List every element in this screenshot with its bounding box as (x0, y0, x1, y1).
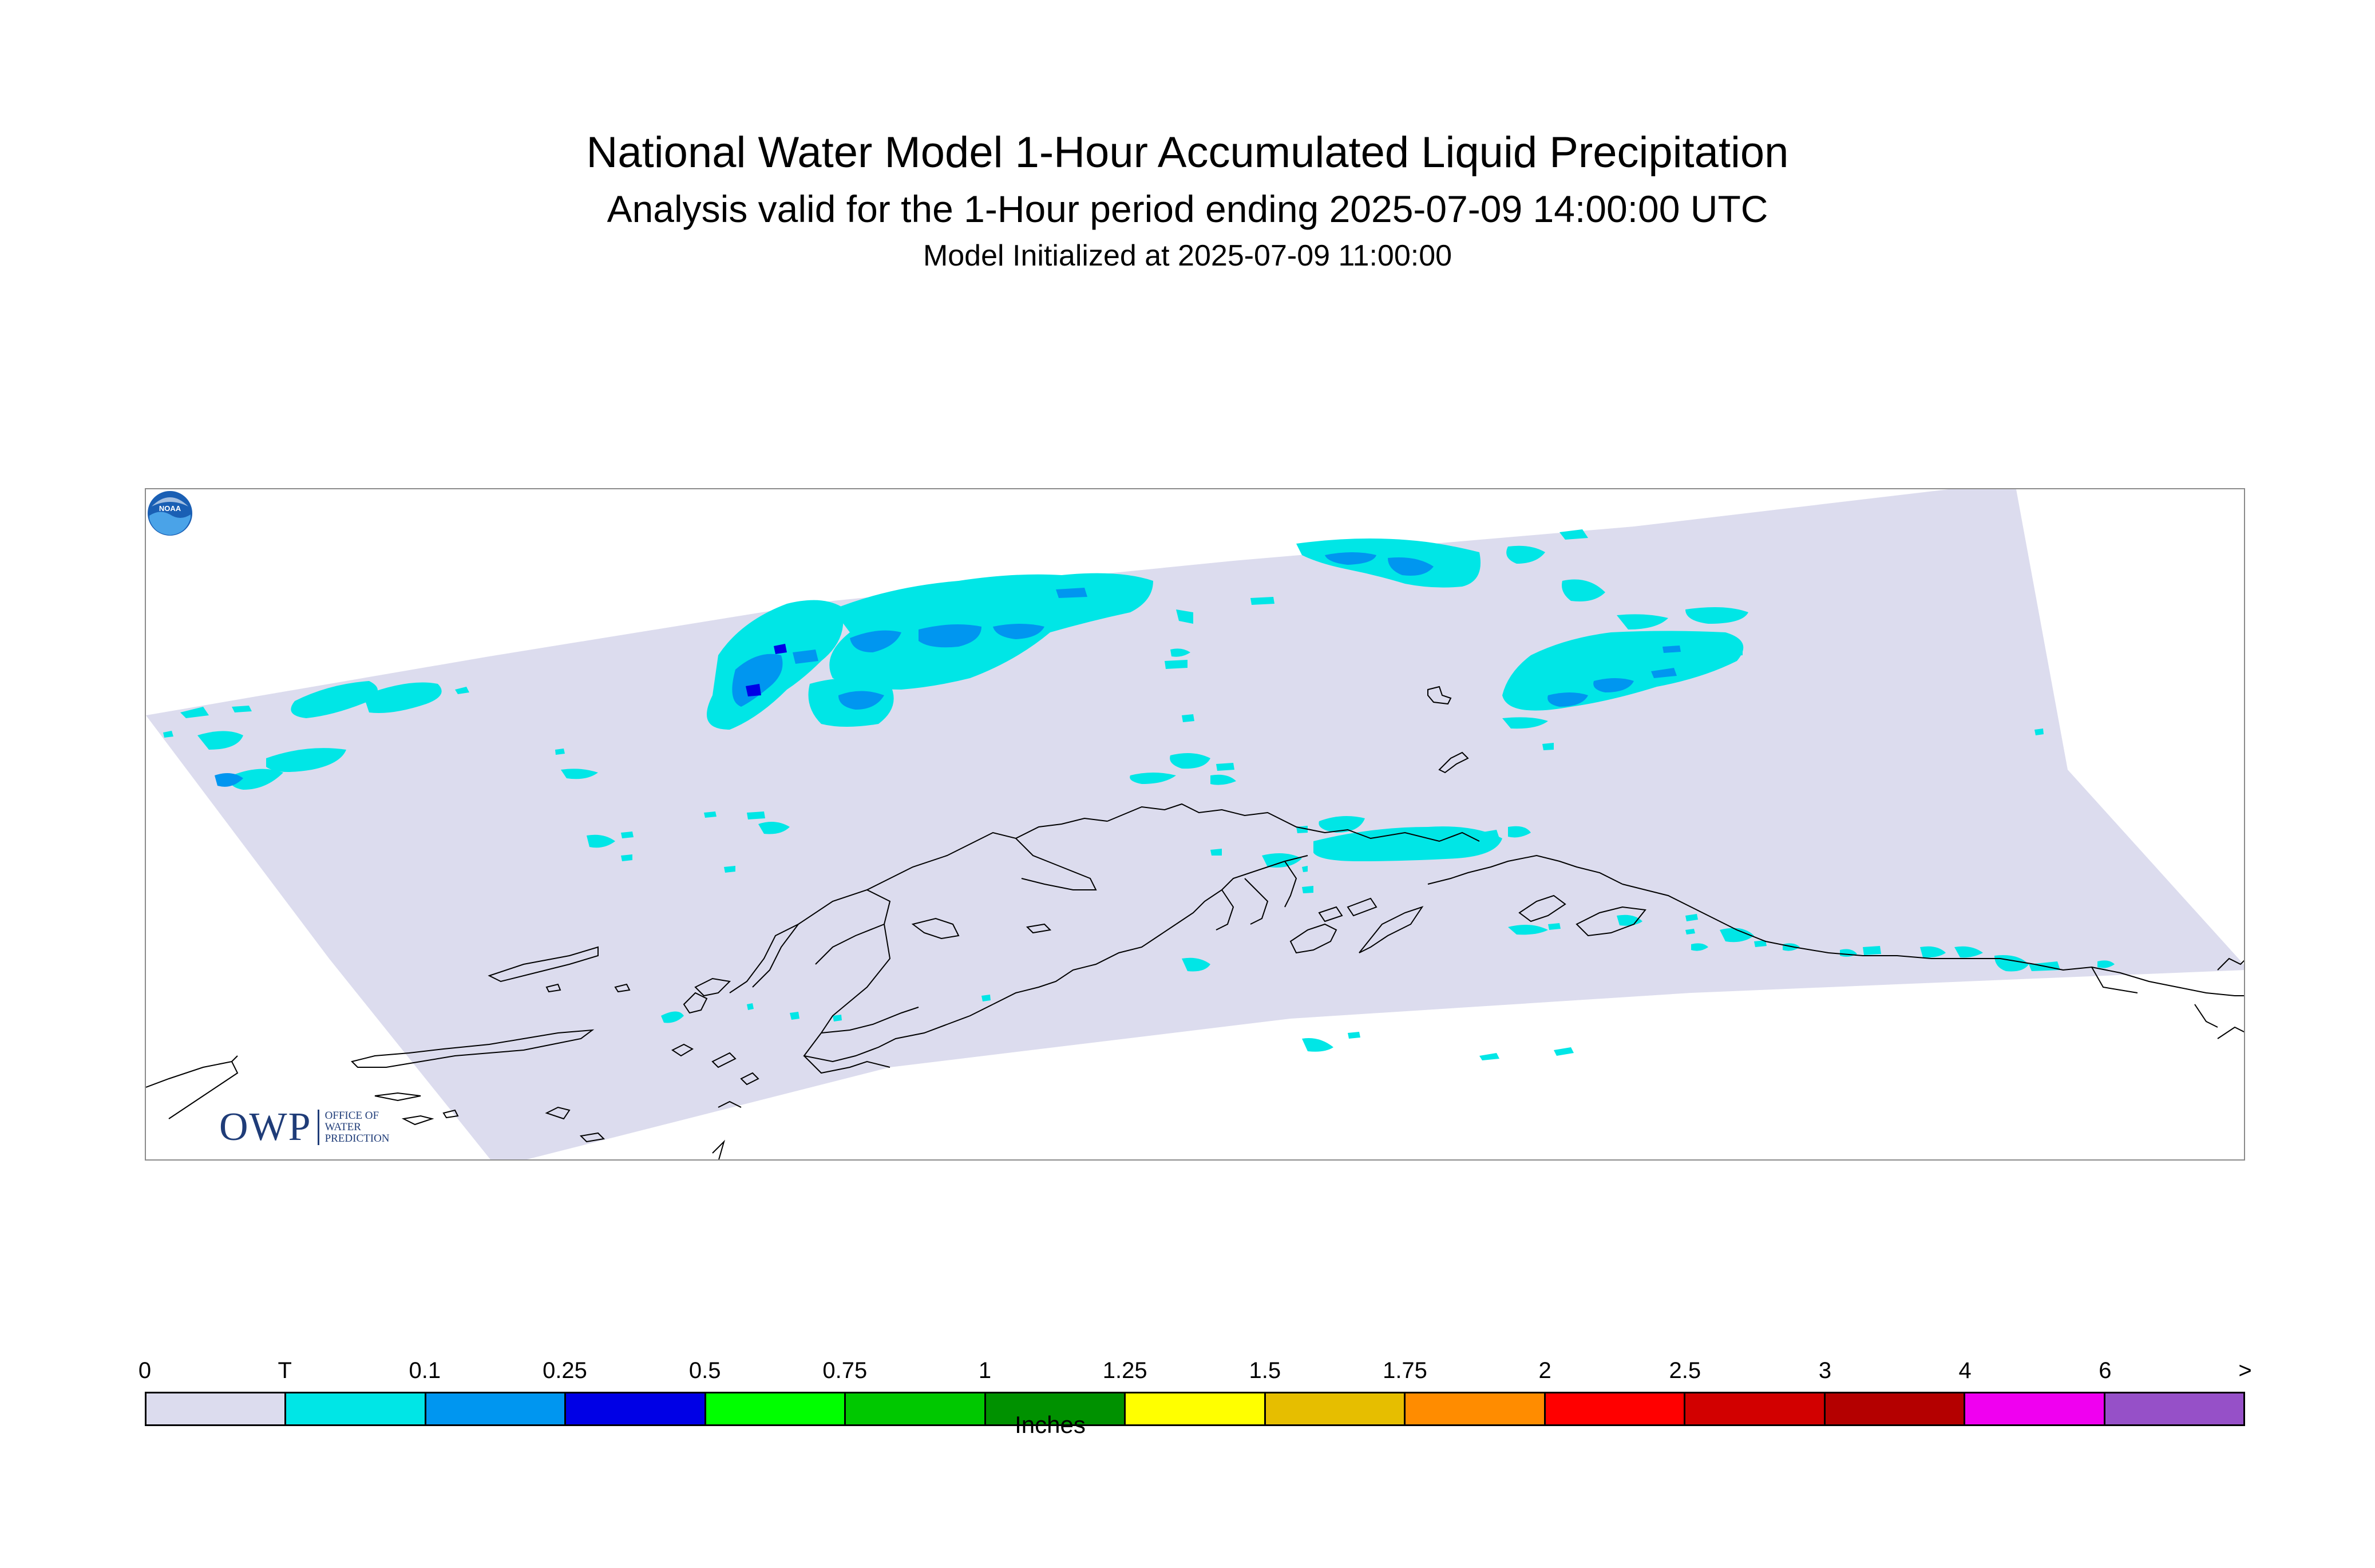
coastlines (146, 686, 2244, 1159)
legend-tick-label: T (278, 1358, 292, 1383)
noaa-logo-text: NOAA (159, 504, 181, 513)
legend-swatch (2105, 1393, 2244, 1424)
legend-swatch (706, 1393, 846, 1424)
noaa-logo-icon: NOAA (147, 490, 193, 537)
page-subtitle: Analysis valid for the 1-Hour period end… (607, 188, 1768, 230)
precip-moderate-areas (746, 644, 787, 696)
owp-logo-subtitle: OFFICE OF WATER PREDICTION (325, 1110, 390, 1145)
page-title: National Water Model 1-Hour Accumulated … (586, 128, 1789, 177)
legend-swatch (1545, 1393, 1686, 1424)
color-legend: 0 T 0.1 0.25 0.5 0.75 1 1.25 1.5 1.75 2 2.5 3 4 6 > (138, 1356, 2252, 1442)
owp-logo-divider (317, 1110, 319, 1145)
owp-logo-wordmark: OWP (219, 1105, 312, 1149)
legend-tick-label: 1.75 (1383, 1358, 1427, 1383)
legend-swatch (1965, 1393, 2105, 1424)
model-init-time: Model Initialized at 2025-07-09 11:00:00 (923, 239, 1452, 272)
legend-swatch (426, 1393, 567, 1424)
legend-tick-labels: 0 T 0.1 0.25 0.5 0.75 1 1.25 1.5 1.75 2 2.5 3 4 6 > (138, 1356, 2252, 1391)
legend-swatch (566, 1393, 706, 1424)
legend-tick-label: 0.25 (543, 1358, 587, 1383)
legend-tick-label: 1.5 (1249, 1358, 1281, 1383)
legend-tick-label: 2 (1538, 1358, 1551, 1383)
legend-tick-label: 1.25 (1102, 1358, 1147, 1383)
legend-swatch (147, 1393, 287, 1424)
legend-tick-label: 1 (978, 1358, 992, 1383)
legend-tick-label: 2.5 (1669, 1358, 1701, 1383)
legend-swatch (286, 1393, 426, 1424)
legend-tick-label: > (2238, 1358, 2252, 1383)
owp-logo: OWP OFFICE OF WATER PREDICTION (219, 1105, 390, 1149)
legend-swatch (985, 1393, 1126, 1424)
map-canvas (146, 489, 2244, 1159)
legend-color-bar (145, 1392, 2245, 1426)
owp-logo-line3: PREDICTION (324, 1133, 390, 1145)
legend-tick-label: 4 (1958, 1358, 1972, 1383)
legend-tick-label: 6 (2099, 1358, 2112, 1383)
legend-swatch (1126, 1393, 1266, 1424)
legend-tick-label: 0.75 (822, 1358, 868, 1383)
legend-tick-label: 3 (1818, 1358, 1832, 1383)
legend-tick-label: 0.1 (409, 1358, 441, 1383)
legend-tick-label: 0.5 (688, 1358, 721, 1383)
owp-logo-line2: WATER (324, 1121, 361, 1133)
legend-swatch (1265, 1393, 1406, 1424)
precipitation-map: OWP OFFICE OF WATER PREDICTION NOAA (145, 488, 2245, 1161)
legend-swatch (1406, 1393, 1546, 1424)
legend-swatch (1685, 1393, 1826, 1424)
legend-unit-label: Inches (1015, 1411, 1086, 1438)
legend-swatch (846, 1393, 986, 1424)
legend-tick-label: 0 (138, 1358, 152, 1383)
legend-swatch (1825, 1393, 1966, 1424)
precip-light-areas (215, 552, 1681, 787)
model-domain (146, 489, 2244, 1159)
owp-logo-line1: OFFICE OF (324, 1110, 379, 1122)
